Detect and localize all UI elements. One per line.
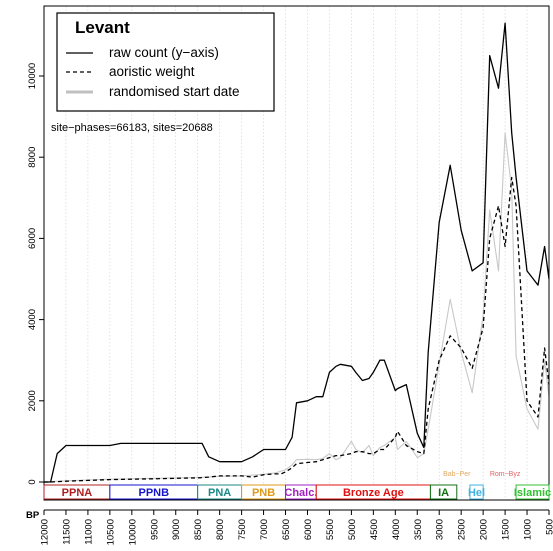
x-tick-label: 1500 (501, 519, 512, 540)
period-label: Bronze Age (343, 487, 404, 499)
x-tick-label: 6000 (303, 519, 314, 540)
y-tick-label: 10000 (27, 63, 38, 89)
period-label: Hel (468, 487, 485, 499)
x-tick-label: 4000 (391, 519, 402, 540)
x-tick-label: 11500 (61, 519, 72, 545)
x-tick-label: 9000 (171, 519, 182, 540)
series-lines (43, 22, 550, 483)
plot-frame (43, 5, 550, 501)
legend-label-randomised: randomised start date (109, 84, 240, 99)
y-tick-label: 4000 (27, 309, 38, 330)
period-label: IA (438, 487, 449, 499)
x-tick-label: 10500 (105, 519, 116, 545)
period-bar: PPNA PPNB PNA PNB Chalc. Bronze Age IA Hel Islam… (43, 484, 551, 500)
y-tick-label: 6000 (27, 228, 38, 249)
period-label: PNB (252, 487, 275, 499)
y-axis: 0 2000 4000 6000 8000 10000 (27, 63, 44, 485)
series-line-raw-count (44, 22, 550, 483)
x-tick-label: 500 (545, 519, 553, 535)
x-tick-label: 10000 (127, 519, 138, 545)
x-tick-label: 5500 (325, 519, 336, 540)
legend: Levant raw count (y−axis) aoristic weigh… (56, 12, 275, 112)
x-tick-label: 8500 (193, 519, 204, 540)
x-tick-label: 1000 (523, 519, 534, 540)
legend-box (56, 12, 275, 112)
x-tick-label: 11000 (83, 519, 94, 545)
y-tick-label: 0 (27, 479, 38, 484)
site-count-annotation: site−phases=66183, sites=20688 (51, 122, 213, 134)
y-tick-label: 2000 (27, 390, 38, 411)
x-tick-label: 12000 (40, 519, 51, 545)
period-label: Chalc. (284, 487, 317, 499)
legend-title: Levant (75, 18, 130, 37)
period-label: Islamic (514, 487, 551, 499)
x-tick-label: 2000 (479, 519, 490, 540)
x-tick-label: 8000 (215, 519, 226, 540)
series-line-aoristic-weight (44, 176, 550, 483)
period-label: PPNA (62, 487, 93, 499)
series-line-randomised-start-date (43, 132, 550, 483)
x-tick-label: 4500 (369, 519, 380, 540)
x-tick-label: 3000 (435, 519, 446, 540)
period-overlay-label: Rom−Byz (490, 471, 521, 478)
x-axis-label: BP (26, 510, 40, 521)
period-box (469, 484, 484, 500)
period-box (429, 484, 458, 500)
legend-label-aoristic: aoristic weight (109, 64, 195, 79)
legend-label-raw-count: raw count (y−axis) (109, 45, 219, 60)
x-tick-label: 7500 (237, 519, 248, 540)
x-axis: 12000 11500 11000 10500 10000 9500 9000 8500 800… (40, 509, 553, 545)
period-label: PPNB (139, 487, 170, 499)
x-tick-label: 5000 (347, 519, 358, 540)
period-overlay-labels: Bab−Per Rom−Byz (443, 471, 521, 478)
period-box (515, 484, 550, 500)
x-tick-label: 3500 (413, 519, 424, 540)
x-tick-label: 7000 (259, 519, 270, 540)
x-tick-label: 9500 (149, 519, 160, 540)
x-tick-label: 2500 (457, 519, 468, 540)
x-tick-label: 6500 (281, 519, 292, 540)
period-label: PNA (208, 487, 231, 499)
y-tick-label: 8000 (27, 147, 38, 168)
period-overlay-label: Bab−Per (443, 471, 471, 478)
